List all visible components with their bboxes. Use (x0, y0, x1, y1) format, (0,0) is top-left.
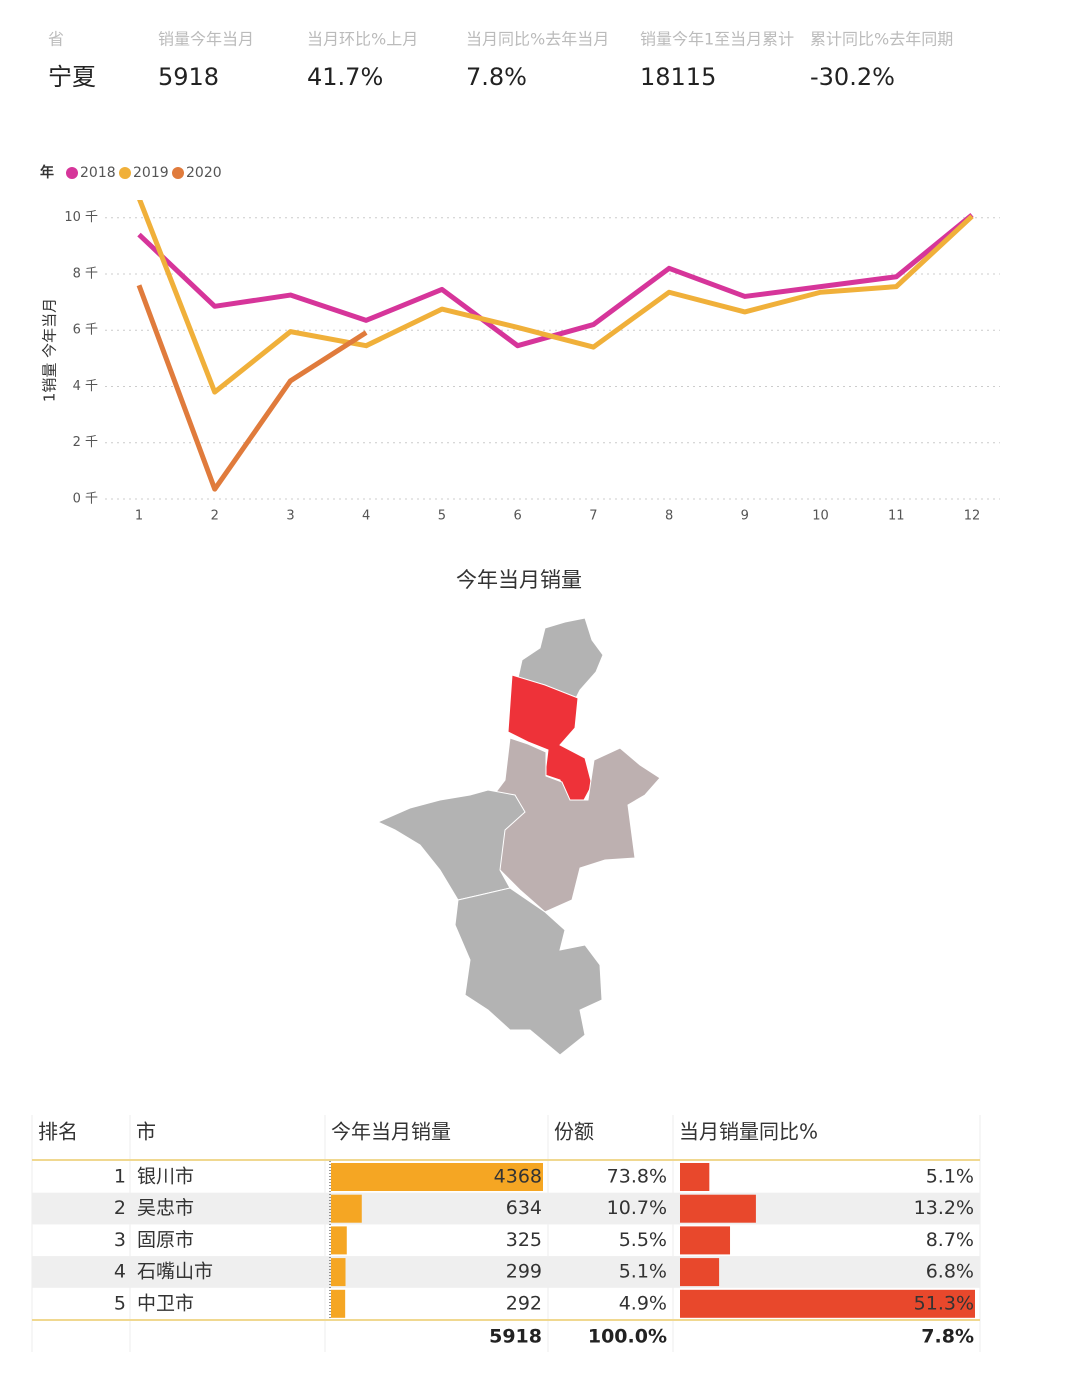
y-tick-label: 4 千 (73, 379, 98, 394)
kpi-label: 省 (48, 30, 64, 49)
city: 中卫市 (137, 1292, 194, 1314)
city: 石嘴山市 (137, 1261, 213, 1283)
rank: 5 (114, 1292, 126, 1314)
y-axis-label: 1销量 今年当月 (41, 298, 59, 402)
share: 73.8% (607, 1166, 667, 1188)
rank: 4 (114, 1261, 126, 1283)
x-tick-label: 8 (665, 509, 673, 524)
rank: 1 (114, 1166, 126, 1188)
total-sales: 5918 (489, 1326, 542, 1348)
yoy: 5.1% (926, 1166, 974, 1188)
column-header: 排名 (38, 1120, 78, 1144)
sales-bar (331, 1194, 362, 1223)
kpi-label: 当月同比%去年当月 (466, 30, 609, 49)
sales: 4368 (494, 1166, 542, 1188)
y-tick-label: 0 千 (73, 492, 98, 507)
x-tick-label: 10 (812, 509, 829, 524)
kpi-value: 5918 (158, 63, 219, 91)
kpi-label: 累计同比%去年同期 (810, 30, 953, 49)
y-tick-label: 6 千 (73, 323, 98, 338)
sales: 634 (506, 1197, 542, 1219)
x-tick-label: 4 (362, 509, 370, 524)
legend-swatch (172, 167, 184, 179)
kpi-value: -30.2% (810, 63, 895, 91)
yoy: 13.2% (914, 1197, 974, 1219)
map-title: 今年当月销量 (456, 568, 582, 592)
legend-label: 2018 (80, 165, 116, 181)
city: 吴忠市 (137, 1197, 194, 1219)
column-header: 当月销量同比% (679, 1120, 818, 1144)
share: 10.7% (607, 1197, 667, 1219)
yoy-bar (680, 1194, 756, 1223)
kpi-value: 7.8% (466, 63, 527, 91)
x-tick-label: 3 (286, 509, 294, 524)
x-tick-label: 11 (888, 509, 905, 524)
header-bg (32, 1115, 980, 1160)
sales-bar (331, 1258, 346, 1287)
yoy-bar (680, 1258, 720, 1287)
rank: 3 (114, 1229, 126, 1251)
x-tick-label: 1 (135, 509, 143, 524)
y-tick-label: 2 千 (73, 435, 98, 450)
x-tick-label: 2 (211, 509, 219, 524)
row-bg (32, 1256, 980, 1288)
total-share: 100.0% (588, 1326, 667, 1348)
legend-swatch (66, 167, 78, 179)
x-tick-label: 5 (438, 509, 446, 524)
sales-bar (331, 1163, 543, 1191)
share: 5.1% (619, 1261, 667, 1283)
share: 5.5% (619, 1229, 667, 1251)
y-tick-label: 10 千 (64, 210, 98, 225)
kpi-value: 18115 (640, 63, 716, 91)
series-line (137, 200, 974, 395)
rank: 2 (114, 1197, 126, 1219)
kpi-label: 销量今年当月 (158, 30, 254, 49)
city: 银川市 (137, 1166, 194, 1188)
city: 固原市 (137, 1229, 194, 1251)
yoy-bar (680, 1226, 731, 1255)
sales: 292 (506, 1292, 542, 1314)
legend-label: 2020 (186, 165, 222, 181)
map-region (517, 617, 604, 701)
map-region (376, 789, 526, 901)
sales: 299 (506, 1261, 542, 1283)
yoy: 51.3% (914, 1292, 974, 1314)
kpi-label: 当月环比%上月 (307, 30, 418, 49)
x-tick-label: 12 (964, 509, 981, 524)
legend-swatch (119, 167, 131, 179)
x-tick-label: 7 (589, 509, 597, 524)
legend-label: 2019 (133, 165, 169, 181)
legend-title: 年 (40, 164, 54, 181)
column-header: 市 (136, 1120, 156, 1144)
share: 4.9% (619, 1292, 667, 1314)
x-tick-label: 6 (513, 509, 521, 524)
kpi-value: 宁夏 (48, 63, 96, 91)
yoy-bar (680, 1289, 975, 1318)
kpi-label: 销量今年1至当月累计 (640, 30, 794, 49)
map-region (454, 887, 603, 1056)
series-line (137, 212, 974, 349)
total-yoy: 7.8% (921, 1326, 974, 1348)
row-bg (32, 1192, 980, 1225)
yoy: 6.8% (926, 1261, 974, 1283)
sales-bar (331, 1226, 347, 1255)
yoy-bar (680, 1163, 710, 1191)
column-header: 今年当月销量 (331, 1120, 451, 1144)
x-tick-label: 9 (741, 509, 749, 524)
series-line (136, 284, 368, 492)
column-header: 份额 (554, 1120, 594, 1144)
sales: 325 (506, 1229, 542, 1251)
map (376, 617, 661, 1056)
yoy: 8.7% (926, 1229, 974, 1251)
sales-bar (331, 1289, 346, 1318)
kpi-value: 41.7% (307, 63, 383, 91)
y-tick-label: 8 千 (73, 266, 98, 281)
